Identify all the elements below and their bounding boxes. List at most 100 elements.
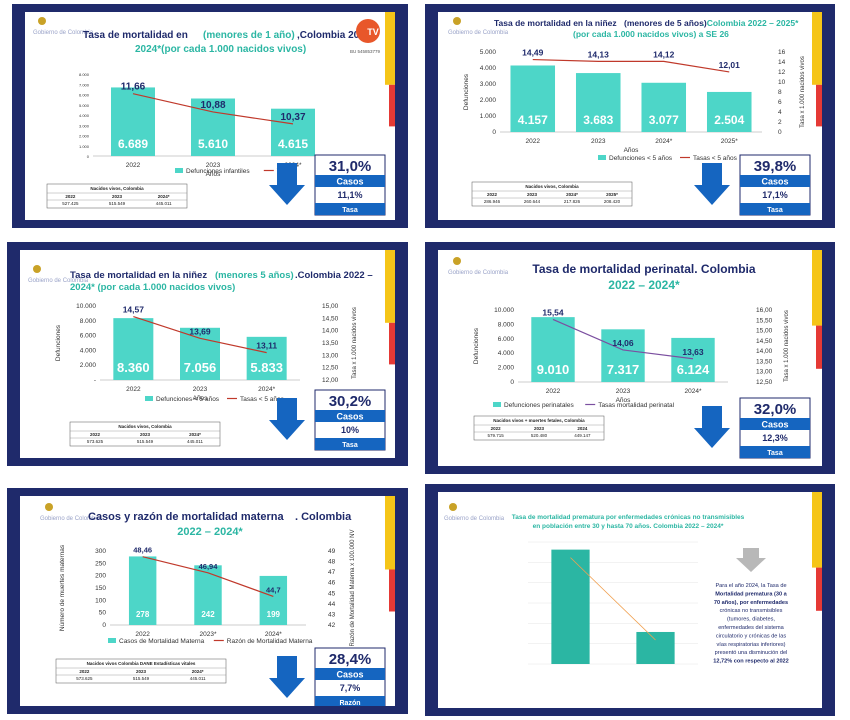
tv-logo-text: TV xyxy=(367,27,379,37)
panel-6-slide: Gobierno de Colombia Tasa de mortalidad p… xyxy=(438,492,822,708)
y-axis-label: Número de muertes maternas xyxy=(59,544,66,631)
x-tick-label: 2023* xyxy=(200,631,217,638)
bar xyxy=(180,327,220,380)
logo-shield-icon xyxy=(449,503,457,511)
slide-title-part: Tasa de mortalidad en la niñez xyxy=(70,270,207,281)
y2-tick-label: 14,50 xyxy=(756,338,773,345)
y2-tick-label: 12,50 xyxy=(322,365,339,372)
logo-text: Gobierno de Colombia xyxy=(448,30,509,36)
slide-title-part: . Colombia xyxy=(295,511,352,523)
stat-label-bar xyxy=(315,668,385,680)
rate-value-label: 48,46 xyxy=(133,546,152,555)
y2-tick-label: 12,00 xyxy=(322,377,339,384)
decor-band-yellow xyxy=(385,496,395,570)
births-table-cell: 449.147 xyxy=(574,433,591,438)
bar xyxy=(510,65,556,132)
stat-label-bar-2 xyxy=(315,203,385,215)
logo-text: Gobierno de Colombia xyxy=(28,278,89,284)
x-tick-label: 2025* xyxy=(721,138,738,145)
legend-swatch-bar xyxy=(598,155,606,160)
x-tick-label: 2023 xyxy=(616,388,631,395)
y-tick-label: 1.000 xyxy=(480,113,497,120)
y2-tick-label: 46 xyxy=(328,580,336,587)
panel-5: Gobierno de Colombia Casos y razón de mor… xyxy=(7,488,408,714)
x-tick-label: 2023 xyxy=(591,138,606,145)
births-table-cell: 515.549 xyxy=(137,439,154,444)
births-table-cell: 527.425 xyxy=(62,201,79,206)
y2-tick-label: 14,00 xyxy=(322,328,339,335)
slide-title-years: 2022 – 2024* xyxy=(608,278,680,292)
stat-label-bar xyxy=(315,410,385,422)
bar-value-label: 5.833 xyxy=(250,360,283,375)
slide-title: Tasa de mortalidad perinatal. Colombia xyxy=(532,262,755,276)
y2-tick-label: 14 xyxy=(778,59,786,66)
decor-band-yellow xyxy=(385,250,395,323)
down-arrow-icon xyxy=(694,163,730,205)
y2-tick-label: 13,50 xyxy=(322,340,339,347)
decor-band-red xyxy=(389,322,395,365)
y-tick-label: 100 xyxy=(95,597,106,604)
births-table-cell: 515.549 xyxy=(133,676,150,681)
y-tick-label: 6.000 xyxy=(80,333,97,340)
slide-title-part: . Colombia 2022 – 2025* xyxy=(702,18,799,28)
rate-value-label: 12,01 xyxy=(719,60,741,70)
panel-4: Gobierno de Colombia Tasa de mortalidad p… xyxy=(425,242,835,474)
stat-percent: 31,0% xyxy=(329,158,372,175)
births-table-cell: 208.420 xyxy=(604,199,621,204)
rate-value-label: 10,88 xyxy=(200,100,225,111)
panel-3: Gobierno de Colombia Tasa de mortalidad e… xyxy=(7,242,408,466)
births-table-title: Nacidos vivos, Colombia xyxy=(525,184,579,189)
y2-tick-label: 4 xyxy=(778,109,782,116)
bar xyxy=(111,87,155,156)
rate-line xyxy=(132,93,294,125)
bar-value-label: 6.689 xyxy=(118,137,148,151)
y-tick-label: 10.000 xyxy=(76,303,96,310)
y2-tick-label: 13,50 xyxy=(756,358,773,365)
summary-note-line: presentó una disminución del xyxy=(715,650,788,656)
decor-band-red xyxy=(816,325,822,369)
panel-1-slide: Gobierno de Colombia Tasa de mortalidad e… xyxy=(25,12,395,220)
y-tick-label: 10.000 xyxy=(494,307,514,314)
y2-tick-label: 15,50 xyxy=(756,317,773,324)
summary-note-line: vías respiratorias inferiores) xyxy=(716,642,785,648)
y2-tick-label: 47 xyxy=(328,569,336,576)
y2-tick-label: 48 xyxy=(328,559,336,566)
y-tick-label: 6.000 xyxy=(79,93,90,98)
stat-label-2: Tasa xyxy=(767,450,783,457)
bar xyxy=(551,549,590,664)
y-tick-label: 4.000 xyxy=(480,65,497,72)
rate-value-label: 14,49 xyxy=(522,48,544,58)
y2-tick-label: 15,00 xyxy=(322,303,339,310)
rate-value-label: 14,12 xyxy=(653,49,675,59)
y-tick-label: 50 xyxy=(99,610,107,617)
summary-note-line: crónicas no transmisibles xyxy=(720,608,783,614)
x-axis-label: Años xyxy=(616,397,632,404)
y2-axis-label: Razón de Mortalidad Materna x 100.000 NV xyxy=(350,529,356,646)
panel-2: Gobierno de Colombia Tasa de mortalidad e… xyxy=(425,4,835,228)
stat-label-1: Casos xyxy=(761,420,788,430)
births-table xyxy=(46,183,188,209)
bar xyxy=(246,336,287,380)
births-table-cell: 579.715 xyxy=(488,433,505,438)
y2-tick-label: 12 xyxy=(778,69,786,76)
rate-value-label: 10,37 xyxy=(280,112,305,123)
x-tick-label: 2024* xyxy=(655,138,672,145)
logo-shield-icon xyxy=(453,17,461,25)
stat-label-bar-2 xyxy=(315,438,385,450)
stat-label-bar xyxy=(740,175,810,187)
slide-title-part: .Colombia 2022 – xyxy=(295,270,373,281)
decor-band-yellow xyxy=(812,250,822,326)
bar-value-label: 199 xyxy=(267,610,281,619)
y2-tick-label: 16,00 xyxy=(756,307,773,314)
slide-title-part: ,Colombia 2022 – xyxy=(297,30,379,41)
x-axis-label: Años xyxy=(193,395,209,402)
down-arrow-icon xyxy=(269,163,305,205)
rate-value-label: 15,54 xyxy=(542,307,564,317)
births-table-header: 2023 xyxy=(527,192,538,197)
y2-tick-label: 14,50 xyxy=(322,315,339,322)
births-table-header: 2023 xyxy=(140,432,151,437)
legend-label: Tasas < 5 años xyxy=(240,396,285,403)
slide-title-highlight: (menores 5 años) xyxy=(215,270,294,281)
y-tick-label: 2.000 xyxy=(79,134,90,139)
